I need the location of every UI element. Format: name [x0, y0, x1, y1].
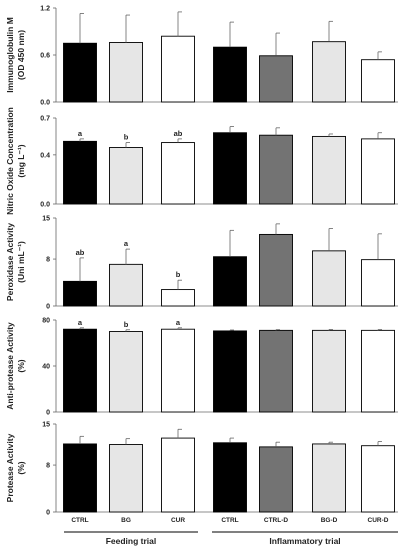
- bar: [63, 280, 97, 307]
- y-tick-label: 8: [46, 463, 50, 470]
- y-tick-label: 0.7: [40, 116, 50, 123]
- bar: [312, 135, 346, 205]
- bar: [312, 250, 346, 307]
- bar: [312, 329, 346, 413]
- y-axis-unit: (%): [16, 461, 26, 474]
- y-tick-label: 0.0: [40, 100, 50, 107]
- y-axis-unit: (OD 450 nm): [16, 30, 26, 80]
- bar: [63, 443, 97, 513]
- bar: [161, 437, 195, 513]
- bar: [161, 142, 195, 205]
- bar: [63, 140, 97, 205]
- significance-letter: a: [124, 239, 129, 248]
- significance-letter: b: [124, 133, 129, 142]
- y-axis-label: Immunoglobulin M: [5, 17, 15, 93]
- bar: [361, 59, 395, 103]
- x-tick-label: CUR: [171, 517, 185, 524]
- y-axis-unit: (Uni mL⁻¹): [16, 241, 26, 283]
- panel-1: 0.0 0.6 1.2 Immunoglobulin M (OD 450 nm): [5, 6, 398, 107]
- y-axis-label: Protease Activity: [5, 433, 15, 502]
- significance-letter: ab: [76, 248, 85, 257]
- bar: [161, 328, 195, 413]
- y-tick-label: 0: [46, 510, 50, 517]
- y-tick-label: 0.6: [40, 53, 50, 60]
- panel-2: 0.0 0.4 0.7 Nitric Oxide Concentration (mg L…: [5, 107, 398, 215]
- bar: [161, 35, 195, 103]
- bar: [109, 147, 143, 205]
- y-tick-label: 80: [42, 318, 50, 325]
- y-axis-label: Peroxidase Activity: [5, 223, 15, 301]
- x-tick-label: CTRL-D: [264, 517, 288, 524]
- significance-letter: b: [124, 320, 129, 329]
- bar: [213, 256, 247, 307]
- bar: [361, 329, 395, 413]
- y-axis-unit: (%): [16, 359, 26, 372]
- x-tick-label: CUR-D: [368, 517, 389, 524]
- bar: [259, 233, 293, 307]
- bar: [213, 330, 247, 413]
- category-labels: CTRL BG CUR CTRL CTRL-D BG-D CUR-D: [71, 517, 388, 524]
- x-tick-label: BG: [121, 517, 131, 524]
- bar: [312, 41, 346, 103]
- bar: [361, 138, 395, 205]
- bar: [109, 263, 143, 307]
- bar: [213, 442, 247, 513]
- bar: [109, 331, 143, 413]
- significance-letter: a: [78, 318, 83, 327]
- panel-4: 0 40 80 Anti-protease Activity (%) a b a: [5, 318, 398, 417]
- bar: [161, 289, 195, 307]
- bar: [259, 329, 293, 413]
- bar: [361, 445, 395, 513]
- bar: [259, 446, 293, 513]
- y-tick-label: 15: [42, 216, 50, 223]
- y-tick-label: 1.2: [40, 6, 50, 13]
- x-tick-label: CTRL: [221, 517, 238, 524]
- bar: [63, 42, 97, 103]
- significance-letter: ab: [174, 129, 183, 138]
- y-tick-label: 0.4: [40, 152, 50, 159]
- y-axis-unit: (mg L⁻¹): [16, 144, 26, 177]
- y-axis-label: Nitric Oxide Concentration: [5, 107, 15, 215]
- significance-letter: a: [78, 129, 83, 138]
- x-tick-label: BG-D: [321, 517, 338, 524]
- bar: [312, 443, 346, 513]
- y-axis-label: Anti-protease Activity: [5, 322, 15, 410]
- group-label: Feeding trial: [106, 536, 157, 546]
- bar: [63, 328, 97, 413]
- panel-5: 0 8 15 Protease Activity (%): [5, 422, 398, 517]
- group-label: Inflammatory trial: [269, 536, 340, 546]
- y-tick-label: 0: [46, 410, 50, 417]
- bar: [259, 55, 293, 103]
- y-tick-label: 15: [42, 422, 50, 429]
- bar: [361, 259, 395, 307]
- x-tick-label: CTRL: [71, 517, 88, 524]
- y-tick-label: 0: [46, 304, 50, 311]
- bar: [213, 132, 247, 205]
- y-tick-label: 40: [42, 364, 50, 371]
- significance-letter: a: [176, 318, 181, 327]
- y-tick-label: 8: [46, 257, 50, 264]
- bar: [259, 134, 293, 205]
- bar: [109, 444, 143, 513]
- significance-letter: b: [176, 270, 181, 279]
- y-tick-label: 0.0: [40, 202, 50, 209]
- bar: [109, 42, 143, 103]
- bar: [213, 46, 247, 103]
